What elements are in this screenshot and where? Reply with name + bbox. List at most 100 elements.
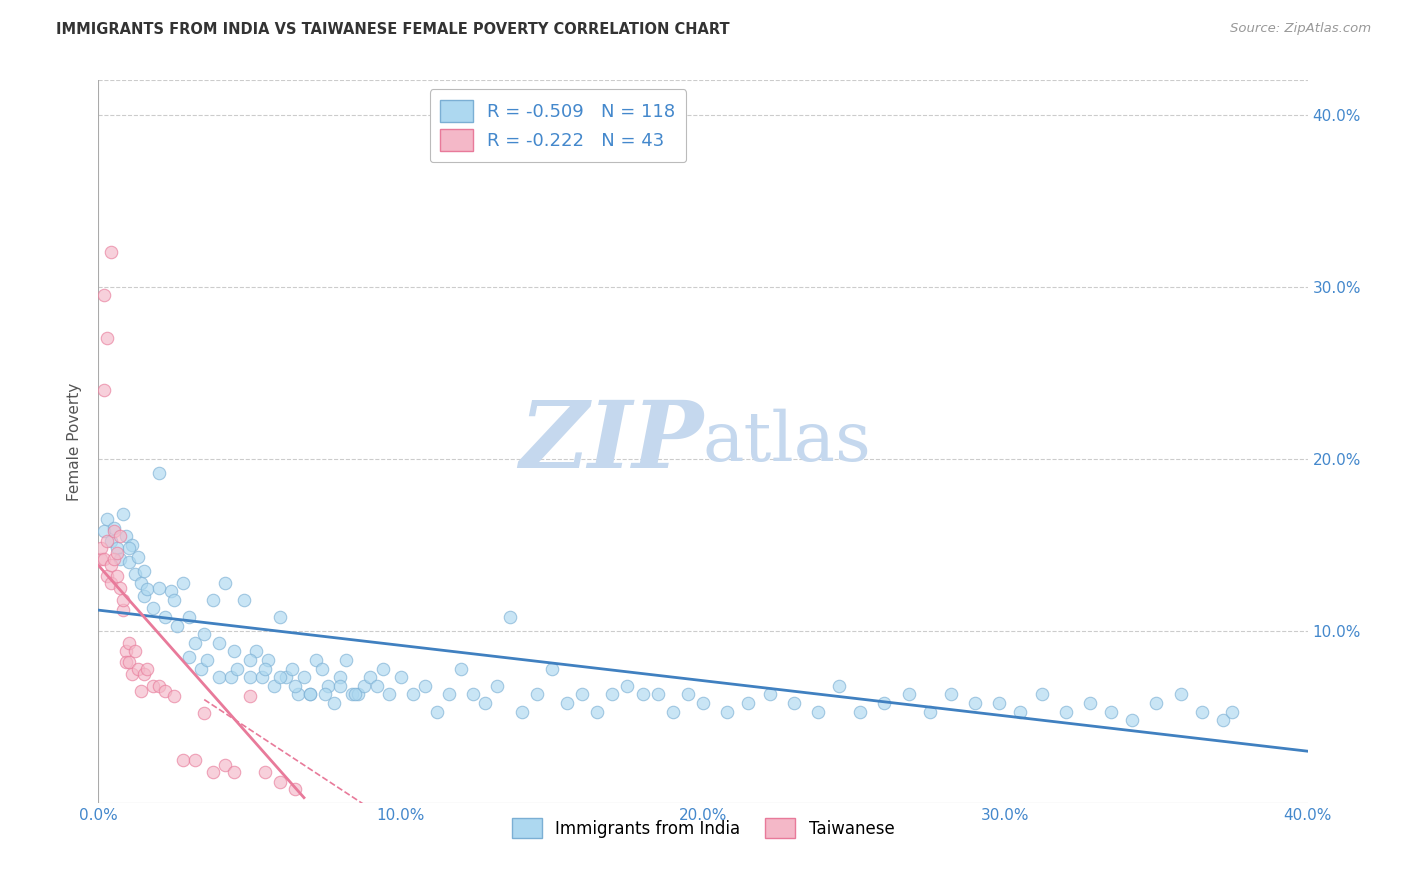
Point xyxy=(263,679,285,693)
Point xyxy=(450,662,472,676)
Point xyxy=(389,670,412,684)
Point xyxy=(335,653,357,667)
Point xyxy=(184,753,207,767)
Point xyxy=(90,551,112,566)
Point xyxy=(498,610,520,624)
Point xyxy=(108,551,131,566)
Point xyxy=(105,541,128,556)
Point xyxy=(118,541,141,556)
Point xyxy=(208,670,231,684)
Point xyxy=(232,592,254,607)
Point xyxy=(510,705,533,719)
Point xyxy=(299,687,322,701)
Point xyxy=(1078,696,1101,710)
Point xyxy=(360,670,382,684)
Point xyxy=(214,575,236,590)
Point xyxy=(661,705,683,719)
Point xyxy=(190,662,212,676)
Point xyxy=(371,662,394,676)
Point xyxy=(153,684,176,698)
Y-axis label: Female Poverty: Female Poverty xyxy=(67,383,83,500)
Point xyxy=(100,575,122,590)
Point xyxy=(142,601,165,615)
Point xyxy=(616,679,638,693)
Point xyxy=(226,662,249,676)
Point xyxy=(142,679,165,693)
Point xyxy=(631,687,654,701)
Point xyxy=(93,524,115,538)
Point xyxy=(347,687,370,701)
Point xyxy=(1099,705,1122,719)
Point xyxy=(353,679,375,693)
Point xyxy=(377,687,399,701)
Point xyxy=(292,670,315,684)
Point xyxy=(202,764,225,779)
Point xyxy=(250,670,273,684)
Legend: Immigrants from India, Taiwanese: Immigrants from India, Taiwanese xyxy=(505,812,901,845)
Point xyxy=(108,529,131,543)
Point xyxy=(873,696,896,710)
Point xyxy=(121,666,143,681)
Point xyxy=(239,653,262,667)
Point xyxy=(988,696,1011,710)
Point xyxy=(329,679,352,693)
Point xyxy=(96,512,118,526)
Point xyxy=(305,653,328,667)
Point xyxy=(214,758,236,772)
Point xyxy=(526,687,548,701)
Text: Source: ZipAtlas.com: Source: ZipAtlas.com xyxy=(1230,22,1371,36)
Point xyxy=(918,705,941,719)
Point xyxy=(540,662,562,676)
Point xyxy=(184,636,207,650)
Point xyxy=(224,644,246,658)
Point xyxy=(329,670,352,684)
Point xyxy=(1010,705,1032,719)
Point xyxy=(1220,705,1243,719)
Point xyxy=(193,627,215,641)
Point xyxy=(129,575,152,590)
Point xyxy=(426,705,449,719)
Point xyxy=(103,520,125,534)
Text: IMMIGRANTS FROM INDIA VS TAIWANESE FEMALE POVERTY CORRELATION CHART: IMMIGRANTS FROM INDIA VS TAIWANESE FEMAL… xyxy=(56,22,730,37)
Point xyxy=(127,662,149,676)
Point xyxy=(323,696,346,710)
Point xyxy=(342,687,364,701)
Point xyxy=(93,551,115,566)
Point xyxy=(127,549,149,564)
Point xyxy=(202,592,225,607)
Point xyxy=(96,534,118,549)
Point xyxy=(132,666,155,681)
Point xyxy=(676,687,699,701)
Point xyxy=(118,655,141,669)
Point xyxy=(314,687,336,701)
Point xyxy=(114,529,136,543)
Point xyxy=(602,687,624,701)
Point xyxy=(1031,687,1053,701)
Point xyxy=(828,679,851,693)
Point xyxy=(849,705,872,719)
Point xyxy=(172,753,194,767)
Point xyxy=(692,696,714,710)
Point xyxy=(1191,705,1213,719)
Point xyxy=(96,331,118,345)
Point xyxy=(366,679,388,693)
Point xyxy=(124,644,146,658)
Point xyxy=(103,524,125,538)
Point xyxy=(221,670,243,684)
Point xyxy=(135,582,157,597)
Point xyxy=(299,687,322,701)
Point xyxy=(284,782,307,797)
Point xyxy=(163,592,186,607)
Point xyxy=(311,662,333,676)
Point xyxy=(96,568,118,582)
Point xyxy=(111,507,134,521)
Point xyxy=(253,662,276,676)
Point xyxy=(148,679,170,693)
Point xyxy=(93,288,115,302)
Point xyxy=(166,618,188,632)
Point xyxy=(269,775,291,789)
Point xyxy=(647,687,669,701)
Point xyxy=(571,687,593,701)
Point xyxy=(100,245,122,260)
Point xyxy=(224,764,246,779)
